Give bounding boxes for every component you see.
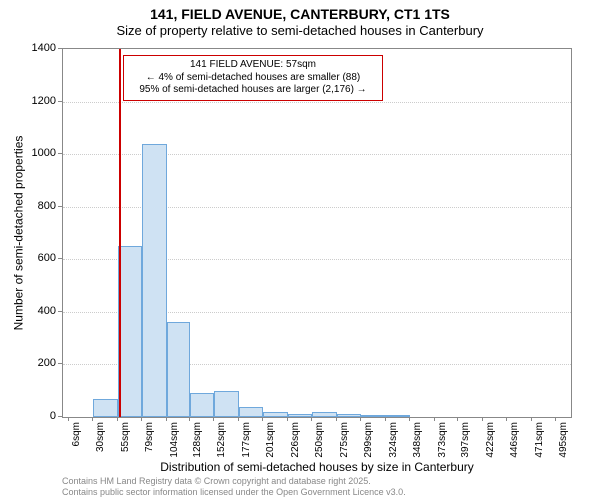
x-tick-label: 152sqm [216,422,227,458]
chart-title-line1: 141, FIELD AVENUE, CANTERBURY, CT1 1TS [0,6,600,22]
x-tick-mark [409,417,410,421]
x-tick-mark [238,417,239,421]
x-tick-label: 275sqm [339,422,350,458]
chart-title-block: 141, FIELD AVENUE, CANTERBURY, CT1 1TS S… [0,0,600,38]
x-tick-label: 373sqm [437,422,448,458]
x-tick-mark [287,417,288,421]
x-tick-mark [457,417,458,421]
histogram-bar [214,391,239,417]
x-tick-label: 226sqm [290,422,301,458]
histogram-bar [167,322,191,417]
annotation-line: 141 FIELD AVENUE: 57sqm [130,59,376,72]
x-tick-mark [336,417,337,421]
x-tick-label: 397sqm [460,422,471,458]
annotation-line: 95% of semi-detached houses are larger (… [130,84,376,97]
histogram-bar [239,407,263,418]
x-axis-title: Distribution of semi-detached houses by … [62,460,572,474]
x-tick-label: 104sqm [169,422,180,458]
x-tick-label: 6sqm [71,422,82,446]
x-tick-label: 55sqm [120,422,131,452]
x-tick-mark [166,417,167,421]
x-tick-label: 324sqm [388,422,399,458]
x-tick-mark [385,417,386,421]
x-tick-mark [531,417,532,421]
x-tick-label: 79sqm [144,422,155,452]
histogram-bar [386,415,410,417]
histogram-bar [288,414,312,417]
y-tick-label: 400 [38,305,56,317]
plot-area: 141 FIELD AVENUE: 57sqm← 4% of semi-deta… [63,49,571,417]
histogram-bar [312,412,337,417]
chart-footer: Contains HM Land Registry data © Crown c… [62,476,406,498]
gridline [63,207,571,208]
histogram-bar [263,412,288,417]
x-tick-mark [117,417,118,421]
x-tick-label: 422sqm [485,422,496,458]
x-tick-label: 299sqm [363,422,374,458]
y-tick-label: 1000 [32,147,56,159]
x-tick-mark [141,417,142,421]
x-tick-label: 177sqm [241,422,252,458]
x-tick-mark [92,417,93,421]
y-tick-label: 200 [38,357,56,369]
x-tick-mark [311,417,312,421]
x-tick-label: 30sqm [95,422,106,452]
x-tick-label: 348sqm [412,422,423,458]
histogram-bar [118,246,142,417]
histogram-bar [337,414,361,417]
x-tick-mark [434,417,435,421]
histogram-bar [361,415,386,417]
x-tick-mark [482,417,483,421]
footer-line1: Contains HM Land Registry data © Crown c… [62,476,406,487]
x-tick-label: 250sqm [314,422,325,458]
marker-line [119,49,121,417]
x-tick-mark [360,417,361,421]
x-tick-mark [262,417,263,421]
y-tick-label: 0 [50,410,56,422]
histogram-bar [93,399,118,417]
chart-title-line2: Size of property relative to semi-detach… [0,23,600,38]
gridline [63,102,571,103]
y-tick-label: 800 [38,200,56,212]
x-tick-label: 446sqm [509,422,520,458]
y-tick-label: 600 [38,252,56,264]
footer-line2: Contains public sector information licen… [62,487,406,498]
x-tick-label: 128sqm [192,422,203,458]
x-tick-mark [506,417,507,421]
y-tick-label: 1200 [32,95,56,107]
x-tick-mark [68,417,69,421]
annotation-line: ← 4% of semi-detached houses are smaller… [130,72,376,85]
gridline [63,154,571,155]
x-tick-mark [555,417,556,421]
x-tick-label: 471sqm [534,422,545,458]
y-tick-label: 1400 [32,42,56,54]
histogram-bar [142,144,167,417]
annotation-box: 141 FIELD AVENUE: 57sqm← 4% of semi-deta… [123,55,383,101]
x-tick-mark [189,417,190,421]
histogram-bar [190,393,214,417]
x-tick-label: 201sqm [265,422,276,458]
x-tick-mark [213,417,214,421]
x-tick-label: 495sqm [558,422,569,458]
histogram-plot: 141 FIELD AVENUE: 57sqm← 4% of semi-deta… [62,48,572,418]
y-axis: 0200400600800100012001400 [0,48,62,418]
